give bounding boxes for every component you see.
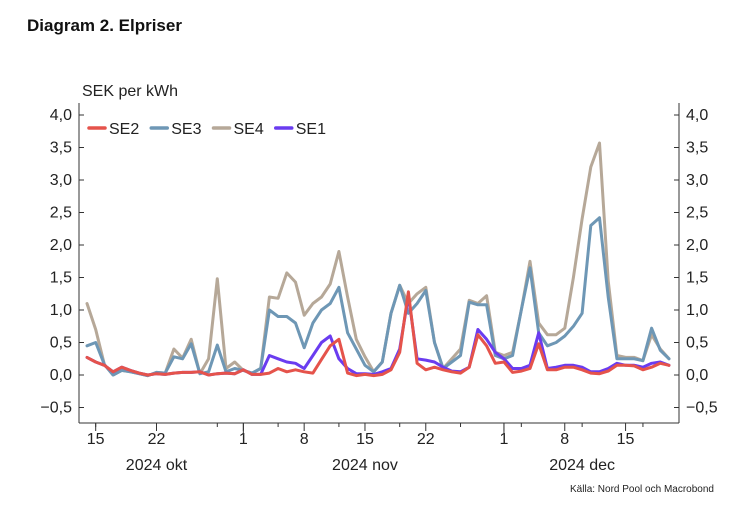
- x-month-label: 2024 nov: [332, 457, 398, 474]
- series-line-se3: [85, 216, 671, 378]
- y-tick-label-left: 3,5: [50, 140, 72, 157]
- chart-title: Diagram 2. Elpriser: [27, 16, 182, 35]
- y-tick-label-right: −0,5: [686, 400, 718, 417]
- legend-label-se1: SE1: [296, 121, 326, 138]
- y-tick-label-right: 2,5: [686, 205, 708, 222]
- y-tick-label-right: 0,5: [686, 335, 708, 352]
- legend-label-se3: SE3: [171, 121, 201, 138]
- x-tick-label: 15: [87, 431, 105, 448]
- y-tick-label-right: 3,0: [686, 172, 708, 189]
- y-tick-label-right: 2,0: [686, 237, 708, 254]
- y-tick-label-right: 4,0: [686, 107, 708, 124]
- y-tick-label-left: 1,0: [50, 302, 72, 319]
- legend-label-se2: SE2: [109, 121, 139, 138]
- y-tick-label-left: 1,5: [50, 270, 72, 287]
- series-lines: [85, 141, 671, 378]
- x-tick-label: 15: [617, 431, 635, 448]
- plot-frame: [78, 103, 680, 424]
- y-axis-right: −0,5 0,0 0,5 1,0 1,5 2,0 2,5 3,0 3,5 4,0: [674, 107, 718, 417]
- x-tick-label: 1: [239, 431, 248, 448]
- y-tick-label-right: 0,0: [686, 367, 708, 384]
- legend-label-se4: SE4: [234, 121, 264, 138]
- y-tick-label-left: 4,0: [50, 107, 72, 124]
- x-tick-label: 8: [560, 431, 569, 448]
- series-line-se4: [85, 141, 671, 378]
- legend: SE2 SE3 SE4 SE1: [87, 121, 326, 138]
- y-tick-label-left: 0,5: [50, 335, 72, 352]
- x-axis: 15 22 1 8 15 22 1 8 15 2024 okt 2024 nov 2024 dec: [87, 423, 644, 474]
- y-tick-label-left: 2,0: [50, 237, 72, 254]
- x-tick-label: 8: [300, 431, 309, 448]
- y-tick-label-left: 2,5: [50, 205, 72, 222]
- source-note: Källa: Nord Pool och Macrobond: [570, 484, 714, 495]
- x-month-label: 2024 dec: [549, 457, 615, 474]
- x-tick-label: 22: [148, 431, 166, 448]
- y-tick-label-left: −0,5: [40, 400, 72, 417]
- y-tick-label-left: 3,0: [50, 172, 72, 189]
- y-tick-label-right: 3,5: [686, 140, 708, 157]
- x-month-label: 2024 okt: [126, 457, 188, 474]
- y-tick-label-right: 1,0: [686, 302, 708, 319]
- x-tick-label: 15: [356, 431, 374, 448]
- y-tick-label-left: 0,0: [50, 367, 72, 384]
- y-tick-label-right: 1,5: [686, 270, 708, 287]
- y-axis-left: −0,5 0,0 0,5 1,0 1,5 2,0 2,5 3,0 3,5 4,0: [40, 107, 84, 417]
- x-tick-label: 1: [500, 431, 509, 448]
- y-axis-label: SEK per kWh: [82, 83, 178, 100]
- x-tick-label: 22: [417, 431, 435, 448]
- series-line-se2: [85, 290, 671, 378]
